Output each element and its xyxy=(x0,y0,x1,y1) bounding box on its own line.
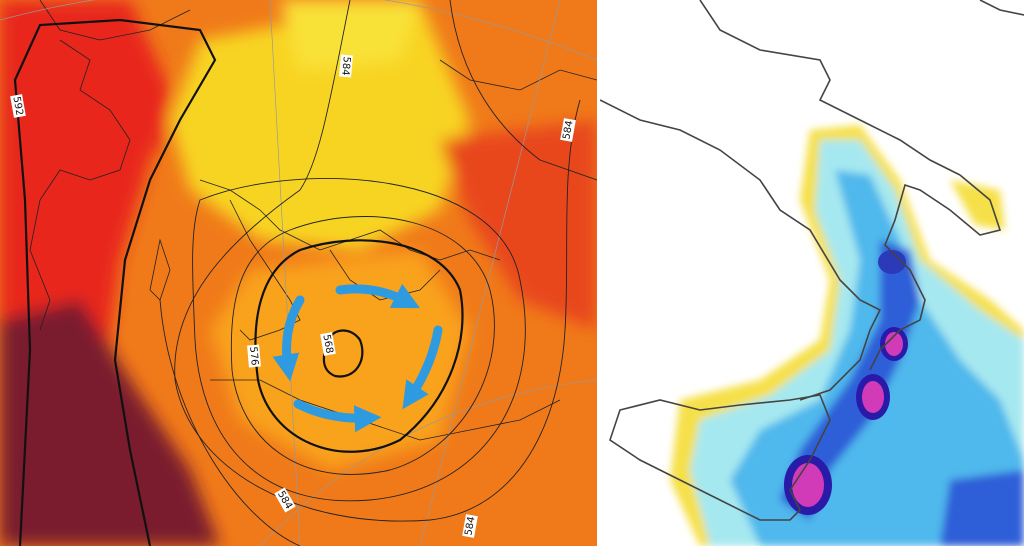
coastline xyxy=(329,249,441,301)
contour-label-text: 592 xyxy=(10,96,24,117)
contour-label-text: 584 xyxy=(339,56,352,76)
circulation-arrows xyxy=(272,283,443,433)
coastline xyxy=(29,39,131,331)
contour xyxy=(322,329,364,378)
label-background xyxy=(339,54,353,78)
coastline xyxy=(199,179,501,261)
label-background xyxy=(10,94,26,118)
arrow xyxy=(293,399,382,433)
graticule xyxy=(0,0,597,546)
label-background xyxy=(274,487,296,513)
contour xyxy=(13,18,217,546)
grid-line xyxy=(0,0,597,61)
grid-line xyxy=(259,379,597,546)
contour xyxy=(174,0,581,522)
left-map: 592 584 584 584 584 576 xyxy=(0,0,597,546)
island-sicily xyxy=(609,394,831,521)
contour-label: 592 xyxy=(10,94,26,118)
contour-label: 584 xyxy=(339,54,353,78)
label-background xyxy=(247,344,261,368)
cool-region xyxy=(280,0,420,70)
coastline xyxy=(979,0,1024,16)
coastline xyxy=(869,174,1002,371)
coastline xyxy=(39,0,191,41)
contour-label: 584 xyxy=(462,514,478,538)
grid-line xyxy=(419,0,561,546)
arrow xyxy=(335,283,421,309)
coastline xyxy=(600,99,882,401)
contour-label-text: 584 xyxy=(561,120,575,141)
precip-extreme xyxy=(885,332,903,356)
precip-extreme xyxy=(862,381,884,413)
contour xyxy=(159,299,301,546)
contour xyxy=(254,239,464,453)
hot-region xyxy=(0,300,220,546)
contour-label-text: 568 xyxy=(320,334,334,355)
contour-label-text: 576 xyxy=(247,346,260,366)
coastlines xyxy=(600,0,1024,521)
warm-region xyxy=(440,120,597,330)
right-map xyxy=(600,0,1024,546)
precip-very-heavy xyxy=(878,250,906,274)
label-background xyxy=(462,514,478,538)
contour-label: 584 xyxy=(560,118,576,142)
precip-light xyxy=(950,180,1005,230)
contour xyxy=(192,178,526,502)
label-background xyxy=(560,118,576,142)
precip-heavy xyxy=(940,470,1024,546)
coastline xyxy=(210,379,561,441)
contour xyxy=(230,216,495,475)
label-background xyxy=(320,332,336,356)
warm-region xyxy=(40,80,170,150)
grid-line xyxy=(269,0,301,546)
coastline xyxy=(699,0,961,176)
contour-label: 568 xyxy=(320,332,336,356)
cool-region xyxy=(170,0,470,250)
arrow xyxy=(272,295,305,382)
contour xyxy=(449,0,597,181)
contour-label-text: 584 xyxy=(463,516,477,537)
precip-extreme xyxy=(792,463,824,507)
arrow xyxy=(402,325,443,410)
isohypses xyxy=(13,0,597,546)
coastline xyxy=(439,59,597,91)
contour-label: 576 xyxy=(247,344,261,368)
